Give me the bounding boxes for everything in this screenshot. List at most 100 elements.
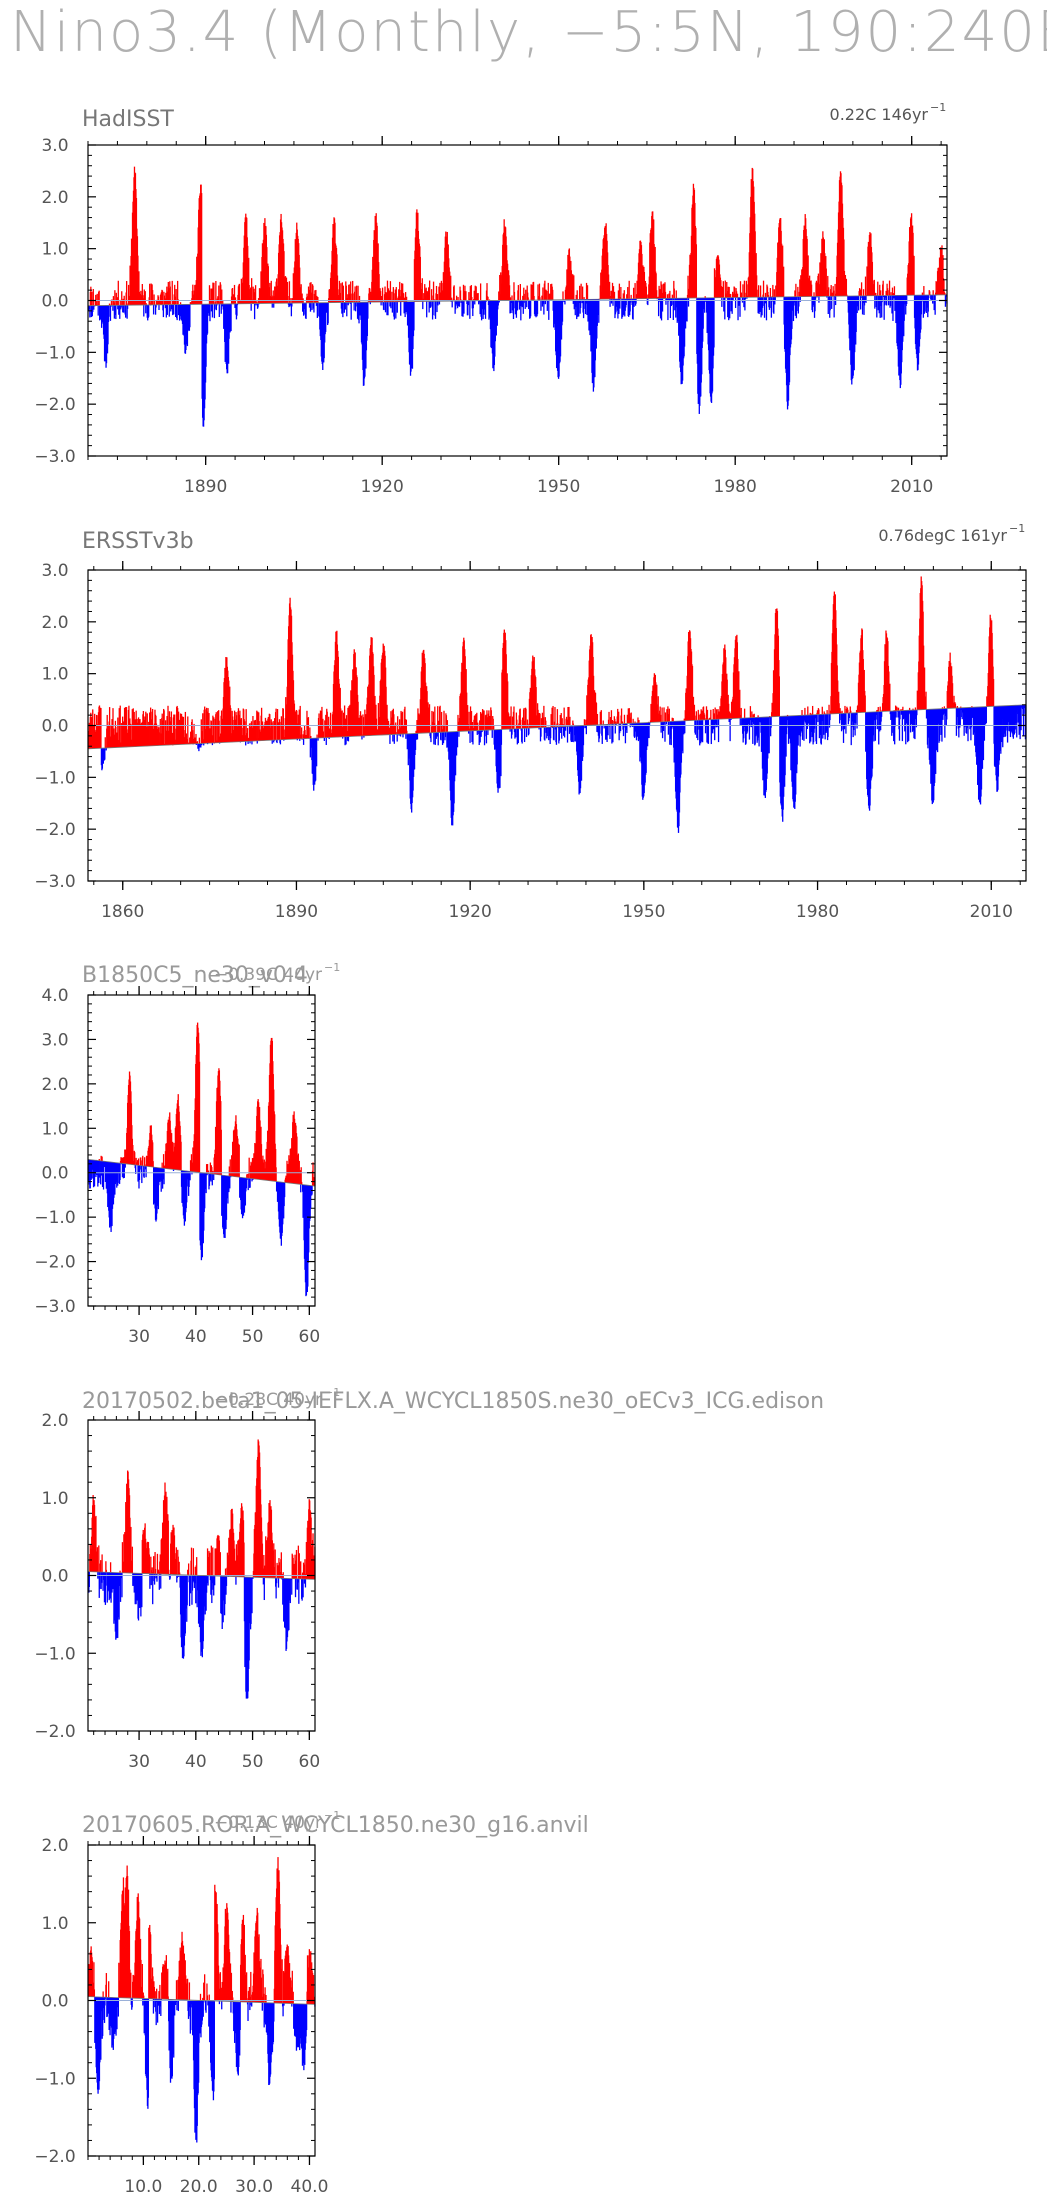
warm-anomaly-bar xyxy=(932,290,934,295)
warm-anomaly-bar xyxy=(403,293,405,302)
warm-anomaly-bar xyxy=(121,1157,123,1164)
cold-anomaly-bar xyxy=(400,301,402,316)
panel-ersstv3b: ERSSTv3b 0.76degC 161yr −1 3.02.01.00.0−… xyxy=(34,522,1027,922)
warm-anomaly-bar xyxy=(258,288,261,304)
warm-anomaly-bar xyxy=(699,713,701,721)
warm-anomaly-bar xyxy=(825,268,827,297)
warm-anomaly-bar xyxy=(508,285,511,301)
cold-anomaly-bar xyxy=(633,723,636,738)
warm-anomaly-bar xyxy=(235,1544,238,1577)
warm-anomaly-bar xyxy=(96,1547,99,1572)
warm-anomaly-bar xyxy=(179,1572,181,1575)
cold-anomaly-bar xyxy=(818,296,820,303)
cold-anomaly-bar xyxy=(205,1575,207,1611)
warm-anomaly-bar xyxy=(810,713,812,715)
warm-anomaly-bar xyxy=(756,289,758,298)
warm-anomaly-bar xyxy=(254,285,257,304)
warm-anomaly-bar xyxy=(837,680,839,714)
cold-anomaly-bar xyxy=(166,304,168,315)
cold-anomaly-bar xyxy=(617,298,619,319)
cold-anomaly-bar xyxy=(936,708,939,753)
cold-anomaly-bar xyxy=(848,713,850,719)
cold-anomaly-bar xyxy=(667,721,670,735)
warm-anomaly-bar xyxy=(908,707,911,711)
warm-anomaly-bar xyxy=(893,710,895,711)
cold-anomaly-bar xyxy=(253,303,256,320)
cold-anomaly-bar xyxy=(855,295,857,333)
warm-anomaly-bar xyxy=(626,294,628,299)
warm-anomaly-bar xyxy=(618,711,620,724)
warm-anomaly-bar xyxy=(645,286,647,299)
warm-anomaly-bar xyxy=(192,294,194,305)
warm-anomaly-bar xyxy=(423,293,425,302)
warm-anomaly-bar xyxy=(127,284,130,306)
cold-anomaly-bar xyxy=(647,722,649,739)
warm-anomaly-bar xyxy=(238,283,241,304)
warm-anomaly-bar xyxy=(532,281,535,301)
warm-anomaly-bar xyxy=(743,280,746,298)
x-tick-label: 1860 xyxy=(101,902,144,922)
cold-anomaly-bar xyxy=(440,732,442,741)
cold-anomaly-bar xyxy=(546,299,548,311)
cold-anomaly-bar xyxy=(796,296,798,312)
warm-anomaly-bar xyxy=(660,281,662,299)
warm-anomaly-bar xyxy=(657,696,659,723)
warm-anomaly-bar xyxy=(834,283,836,297)
warm-anomaly-bar xyxy=(566,719,568,727)
cold-anomaly-bar xyxy=(646,722,648,750)
cold-anomaly-bar xyxy=(687,298,690,307)
warm-anomaly-bar xyxy=(309,282,311,303)
cold-anomaly-bar xyxy=(479,300,481,315)
cold-anomaly-bar xyxy=(149,1573,151,1589)
warm-anomaly-bar xyxy=(140,1160,142,1166)
cold-anomaly-bar xyxy=(173,304,175,315)
warm-anomaly-bar xyxy=(358,295,361,303)
warm-anomaly-bar xyxy=(248,257,250,304)
cold-anomaly-bar xyxy=(932,294,934,304)
cold-anomaly-bar xyxy=(661,721,664,739)
cold-anomaly-bar xyxy=(478,730,480,746)
y-tick-label: 4.0 xyxy=(41,986,68,1006)
cold-anomaly-bar xyxy=(484,730,486,737)
cold-anomaly-bar xyxy=(145,1166,147,1178)
warm-anomaly-bar xyxy=(830,285,832,297)
warm-anomaly-bar xyxy=(116,297,118,306)
warm-anomaly-bar xyxy=(198,1061,201,1173)
cold-anomaly-bar xyxy=(881,295,883,318)
warm-anomaly-bar xyxy=(180,713,183,745)
cold-anomaly-bar xyxy=(891,295,893,314)
warm-anomaly-bar xyxy=(739,281,742,298)
cold-anomaly-bar xyxy=(958,707,960,738)
warm-anomaly-bar xyxy=(477,293,479,301)
cold-anomaly-bar xyxy=(367,302,369,319)
warm-anomaly-bar xyxy=(554,707,556,727)
warm-anomaly-bar xyxy=(464,285,466,301)
warm-anomaly-bar xyxy=(465,291,467,301)
cold-anomaly-bar xyxy=(211,1575,213,1584)
cold-anomaly-bar xyxy=(194,1575,196,1584)
warm-anomaly-bar xyxy=(799,279,801,297)
warm-anomaly-bar xyxy=(125,707,128,748)
warm-anomaly-bar xyxy=(316,295,318,303)
cold-anomaly-bar xyxy=(883,295,885,320)
cold-anomaly-bar xyxy=(391,301,394,313)
warm-anomaly-bar xyxy=(272,290,274,304)
cold-anomaly-bar xyxy=(402,734,404,738)
warm-anomaly-bar xyxy=(817,273,820,297)
warm-anomaly-bar xyxy=(277,722,280,740)
warm-anomaly-bar xyxy=(171,732,173,745)
warm-anomaly-bar xyxy=(273,718,276,741)
warm-anomaly-bar xyxy=(108,303,111,306)
warm-anomaly-bar xyxy=(159,1554,161,1575)
warm-anomaly-bar xyxy=(547,282,549,300)
cold-anomaly-bar xyxy=(252,1178,254,1180)
warm-anomaly-bar xyxy=(585,719,587,726)
warm-anomaly-bar xyxy=(105,1569,108,1573)
cold-anomaly-bar xyxy=(564,726,567,731)
cold-anomaly-bar xyxy=(516,300,519,311)
cold-anomaly-bar xyxy=(743,297,745,308)
warm-anomaly-bar xyxy=(666,294,669,299)
cold-anomaly-bar xyxy=(210,1575,212,1595)
cold-anomaly-bar xyxy=(92,1160,95,1188)
warm-anomaly-bar xyxy=(897,707,900,711)
